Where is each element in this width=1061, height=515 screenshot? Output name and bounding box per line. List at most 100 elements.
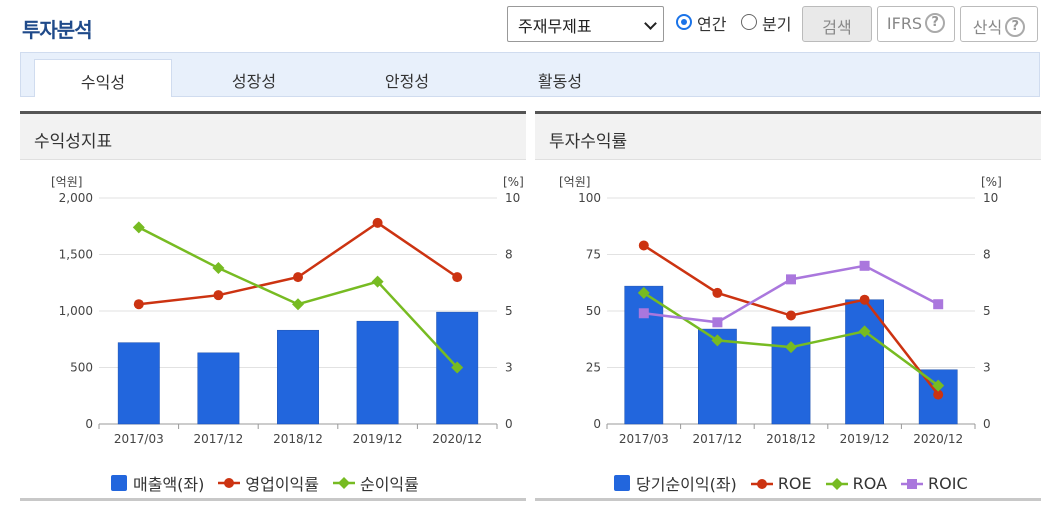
data-point <box>638 240 649 251</box>
report-type-select[interactable]: 주재무제표 <box>507 6 664 42</box>
data-point <box>786 310 796 321</box>
data-point <box>785 341 797 354</box>
left-tick-label: 100 <box>578 191 601 205</box>
return-chart: [억원] [%] 100 10 75 8 50 5 25 3 0 0 2017/03 2017/12 201… <box>559 175 1002 446</box>
right-tick-label: 8 <box>983 248 991 262</box>
profitability-panel: 수익성지표 [억원] [%] 2,000 10 1,500 8 1,000 5 500 3 0 0 20… <box>20 111 526 501</box>
left-tick-label: 75 <box>586 248 601 262</box>
tab-stability[interactable]: 안정성 <box>384 72 430 91</box>
data-point <box>132 221 145 234</box>
x-tick-label: 2019/12 <box>353 432 403 446</box>
profitability-chart: [억원] [%] 2,000 10 1,500 8 1,000 5 500 3 0 0 2017/03 2… <box>51 175 524 446</box>
panel-divider <box>20 498 526 501</box>
legend-swatch <box>614 475 630 491</box>
data-point <box>933 389 944 400</box>
page-title: 투자분석 <box>22 18 93 42</box>
data-point <box>293 272 303 283</box>
legend-marker <box>830 477 843 490</box>
data-point <box>712 287 723 298</box>
legend-label: 영업이익률 <box>245 475 319 494</box>
question-icon: ? <box>1005 17 1026 37</box>
radio-annual-label: 연간 <box>697 15 727 34</box>
data-point <box>932 379 945 392</box>
right-tick-label: 8 <box>505 248 513 262</box>
legend-item[interactable]: 당기순이익(좌) <box>613 471 737 495</box>
bar <box>845 299 884 425</box>
right-tick-label: 10 <box>505 191 520 205</box>
series-line <box>138 221 458 306</box>
left-tick-label: 1,500 <box>59 248 93 262</box>
bar <box>624 285 664 425</box>
left-axis-unit: [억원] <box>559 175 590 189</box>
left-tick-label: 0 <box>85 417 93 431</box>
right-tick-label: 3 <box>983 361 991 375</box>
x-tick-label: 2018/12 <box>766 432 816 446</box>
search-button[interactable]: 검색 <box>802 6 872 42</box>
left-tick-label: 50 <box>586 304 601 318</box>
legend-swatch-icon <box>614 475 630 491</box>
left-tick-label: 25 <box>586 361 601 375</box>
right-tick-label: 5 <box>983 304 991 318</box>
data-point <box>212 262 225 275</box>
left-axis-unit: [억원] <box>51 175 82 189</box>
panel-title: 투자수익률 <box>549 132 628 152</box>
legend-label: 당기순이익(좌) <box>636 475 737 494</box>
legend-item[interactable]: 순이익률 <box>332 471 419 495</box>
chevron-down-icon <box>644 17 657 30</box>
return-panel: 투자수익률 [억원] [%] 100 10 75 8 50 5 25 3 0 0 2017/03 2017… <box>535 111 1041 501</box>
x-tick-label: 2017/12 <box>692 432 742 446</box>
right-axis-unit: [%] <box>503 175 524 189</box>
data-point <box>859 294 870 305</box>
x-tick-label: 2017/03 <box>619 432 669 446</box>
x-tick-label: 2017/03 <box>114 432 164 446</box>
legend-marker <box>337 477 350 489</box>
radio-quarterly-label: 분기 <box>762 15 792 34</box>
data-point <box>213 290 224 301</box>
ifrs-help-button[interactable]: IFRS? <box>877 6 955 42</box>
legend-label: ROE <box>777 474 812 493</box>
data-point <box>711 334 724 347</box>
legend-item[interactable]: 영업이익률 <box>218 471 319 495</box>
right-tick-label: 3 <box>505 361 513 375</box>
right-tick-label: 5 <box>505 304 513 318</box>
radio-quarterly-dot <box>741 14 757 30</box>
legend-swatch-icon <box>111 475 127 491</box>
data-point <box>371 275 384 288</box>
right-axis-unit: [%] <box>981 175 1002 189</box>
panel-title: 수익성지표 <box>34 132 113 152</box>
left-tick-label: 1,000 <box>59 304 93 318</box>
data-point <box>372 217 383 228</box>
panel-divider <box>535 498 1041 501</box>
x-tick-label: 2017/12 <box>193 432 243 446</box>
ifrs-help-label: IFRS <box>886 14 923 33</box>
legend-label: ROIC <box>928 474 968 493</box>
data-point <box>637 286 650 299</box>
x-tick-label: 2018/12 <box>273 432 323 446</box>
legend-item[interactable]: ROIC <box>901 473 968 493</box>
tab-growth[interactable]: 성장성 <box>231 72 277 91</box>
left-tick-label: 500 <box>70 361 93 375</box>
data-point <box>133 299 144 310</box>
analysis-tabs: 수익성 성장성 안정성 활동성 <box>20 52 1040 97</box>
bar <box>356 320 399 425</box>
legend-item[interactable]: ROE <box>750 473 812 493</box>
legend-marker-icon <box>750 478 773 489</box>
bar <box>436 311 479 425</box>
bar <box>197 352 240 425</box>
legend-label: 순이익률 <box>359 475 419 494</box>
legend-item[interactable]: 매출액(좌) <box>110 471 204 495</box>
legend-swatch <box>111 475 127 491</box>
report-type-select-value: 주재무제표 <box>518 17 592 36</box>
formula-help-label: 산식 <box>972 18 1003 37</box>
tab-activity[interactable]: 활동성 <box>537 72 583 91</box>
profitability-legend: 매출액(좌) 영업이익률 순이익률 <box>110 471 433 495</box>
right-tick-label: 0 <box>505 417 513 431</box>
tab-profitability[interactable]: 수익성 <box>34 59 172 97</box>
left-tick-label: 2,000 <box>59 191 93 205</box>
legend-label: ROA <box>852 474 888 493</box>
formula-help-button[interactable]: 산식? <box>960 6 1038 42</box>
legend-marker-icon <box>332 477 355 489</box>
legend-item[interactable]: ROA <box>825 473 888 493</box>
data-point <box>638 308 649 319</box>
data-point <box>712 317 723 328</box>
